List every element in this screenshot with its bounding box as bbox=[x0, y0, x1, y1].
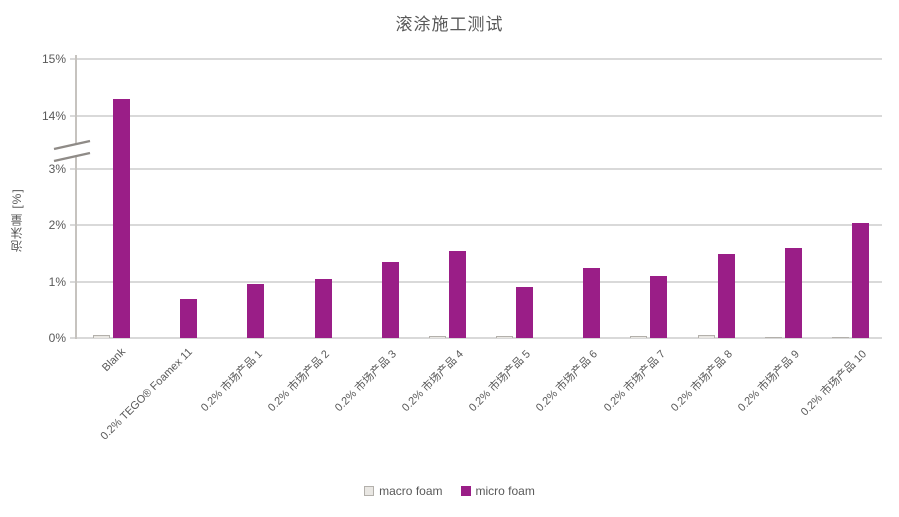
legend-label: micro foam bbox=[475, 484, 535, 498]
bar-micro-foam bbox=[583, 267, 601, 338]
legend-item-macro-foam: macro foam bbox=[364, 484, 443, 498]
bar-micro-foam bbox=[717, 253, 735, 338]
legend-item-micro-foam: micro foam bbox=[460, 484, 535, 498]
bar-micro-foam bbox=[448, 250, 466, 338]
y-tick-label: 2% bbox=[48, 218, 66, 233]
bar-macro-foam bbox=[764, 336, 782, 338]
x-tick-label: 0.2% 市场产品 7 bbox=[601, 348, 668, 415]
x-tick-label: 0.2% 市场产品 8 bbox=[668, 348, 735, 415]
x-tick-label: 0.2% 市场产品 1 bbox=[198, 348, 265, 415]
bar-micro-foam bbox=[314, 278, 332, 338]
bar-macro-foam bbox=[428, 336, 446, 338]
y-tick-label: 3% bbox=[48, 162, 66, 176]
legend-label: macro foam bbox=[379, 484, 443, 498]
bar-macro-foam bbox=[831, 336, 849, 338]
x-tick-label: Blank bbox=[100, 346, 129, 374]
gridline bbox=[70, 115, 882, 117]
legend-swatch-icon bbox=[460, 486, 471, 496]
bar-micro-foam bbox=[180, 298, 198, 338]
x-tick-label: 0.2% 市场产品 6 bbox=[534, 348, 601, 415]
chart-title: 滚涂施工测试 bbox=[395, 15, 504, 34]
y-axis-line bbox=[75, 55, 77, 339]
y-tick-label: 0% bbox=[48, 331, 66, 345]
gridline bbox=[70, 224, 882, 227]
bar-macro-foam bbox=[496, 336, 514, 338]
gridline bbox=[70, 168, 882, 170]
x-tick-label: 0.2% 市场产品 5 bbox=[467, 348, 534, 415]
bar-macro-foam bbox=[93, 335, 111, 338]
bar-micro-foam bbox=[381, 261, 399, 338]
legend-swatch-icon bbox=[364, 486, 375, 496]
bar-micro-foam bbox=[851, 222, 869, 338]
bar-micro-foam bbox=[113, 98, 131, 338]
y-tick-label: 15% bbox=[41, 52, 66, 66]
gridline bbox=[70, 280, 882, 283]
bar-micro-foam bbox=[516, 287, 534, 338]
bar-macro-foam bbox=[630, 335, 648, 338]
axis-break-icon bbox=[53, 139, 91, 163]
bar-micro-foam bbox=[650, 276, 668, 338]
x-tick-label: 0.2% 市场产品 10 bbox=[798, 348, 870, 419]
x-tick-label: 0.2% 市场产品 3 bbox=[332, 348, 399, 415]
y-tick-label: 14% bbox=[41, 109, 66, 123]
x-tick-label: 0.2% 市场产品 4 bbox=[400, 348, 467, 415]
gridline bbox=[70, 337, 882, 339]
x-tick-label: 0.2% 市场产品 9 bbox=[735, 348, 802, 415]
y-axis-title: 泡沫量 [%] bbox=[10, 188, 24, 252]
legend: macro foam micro foam bbox=[0, 484, 899, 498]
x-tick-label: 0.2% 市场产品 2 bbox=[265, 348, 332, 415]
bar-micro-foam bbox=[784, 247, 802, 338]
bar-macro-foam bbox=[697, 334, 715, 338]
gridline bbox=[70, 58, 882, 60]
y-tick-label: 1% bbox=[48, 274, 66, 289]
bar-micro-foam bbox=[247, 284, 265, 338]
